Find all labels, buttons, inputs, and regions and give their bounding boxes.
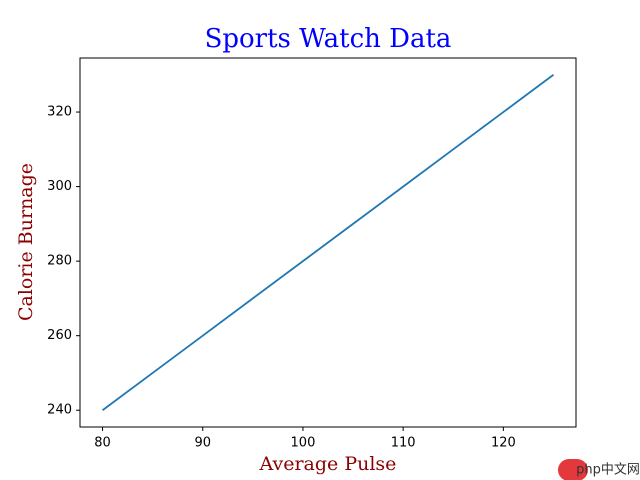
watermark-logo xyxy=(558,459,588,480)
chart-title: Sports Watch Data xyxy=(205,24,452,54)
plot-area xyxy=(79,57,577,428)
line-series xyxy=(102,74,554,411)
watermark: php中文网 xyxy=(576,463,640,478)
y-tick-label: 320 xyxy=(47,105,72,120)
y-axis-label: Calorie Burnage xyxy=(15,163,37,321)
x-tick-label: 90 xyxy=(194,436,211,451)
y-tick-label: 300 xyxy=(47,179,72,194)
y-tick-label: 260 xyxy=(47,328,72,343)
y-tick-label: 240 xyxy=(47,403,72,418)
x-axis-label: Average Pulse xyxy=(259,453,397,475)
x-tick-label: 80 xyxy=(94,436,111,451)
x-tick-label: 100 xyxy=(291,436,316,451)
x-tick-label: 110 xyxy=(391,436,416,451)
x-tick-label: 120 xyxy=(491,436,516,451)
y-tick-label: 280 xyxy=(47,254,72,269)
